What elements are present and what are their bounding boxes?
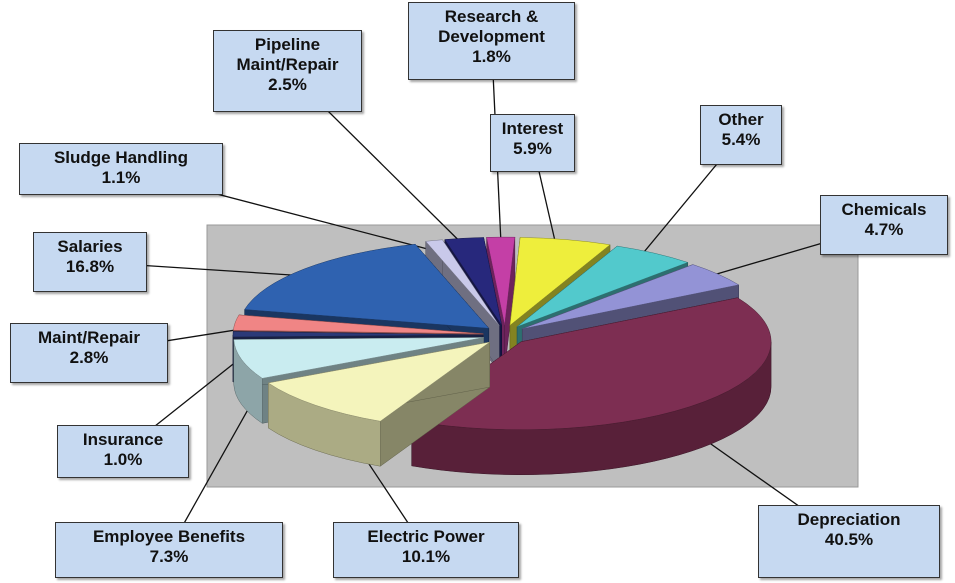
label-name: Other — [718, 110, 764, 129]
slice — [444, 237, 502, 326]
label-name: Salaries — [57, 237, 123, 256]
label-name: Chemicals — [841, 200, 927, 219]
label-name: Sludge Handling — [53, 148, 189, 167]
label-box: Employee Benefits 7.3% — [55, 522, 283, 578]
slice — [411, 297, 772, 430]
label-value: 5.4% — [721, 130, 761, 149]
label-name: Interest — [501, 119, 564, 138]
label-value: 5.9% — [513, 139, 552, 158]
slice — [509, 237, 611, 326]
slice — [267, 341, 490, 422]
label-box: Insurance 1.0% — [57, 425, 189, 478]
slice — [233, 337, 484, 379]
label-value: 40.5% — [824, 530, 874, 549]
slice — [522, 264, 740, 330]
slice — [486, 236, 516, 326]
label-value: 16.8% — [65, 257, 115, 276]
label-value: 4.7% — [864, 220, 904, 239]
label-name: Research & Development — [438, 7, 545, 46]
label-name: Depreciation — [797, 510, 901, 529]
label-box: Interest 5.9% — [490, 114, 575, 172]
label-value: 7.3% — [149, 547, 189, 566]
label-box: Maint/Repair 2.8% — [10, 323, 168, 383]
label-value: 2.5% — [268, 75, 307, 94]
label-name: Employee Benefits — [92, 527, 246, 546]
label-box: Other 5.4% — [700, 105, 782, 165]
slice — [425, 239, 500, 326]
label-box: Depreciation 40.5% — [758, 505, 940, 578]
slice — [516, 245, 689, 327]
label-value: 10.1% — [401, 547, 451, 566]
slice — [232, 331, 484, 338]
label-value: 1.0% — [103, 450, 143, 469]
label-value: 1.1% — [101, 168, 141, 187]
label-box: Salaries 16.8% — [33, 232, 147, 292]
label-box: Chemicals 4.7% — [820, 195, 948, 255]
label-box: Electric Power 10.1% — [333, 522, 519, 578]
slice — [233, 314, 484, 334]
label-box: Pipeline Maint/Repair 2.5% — [213, 30, 362, 112]
label-name: Pipeline Maint/Repair — [236, 35, 339, 74]
slice — [244, 243, 490, 329]
label-name: Electric Power — [367, 527, 485, 546]
label-name: Insurance — [82, 430, 164, 449]
label-name: Maint/Repair — [37, 328, 141, 347]
label-value: 1.8% — [472, 47, 511, 66]
label-box: Sludge Handling 1.1% — [19, 143, 223, 195]
label-value: 2.8% — [69, 348, 109, 367]
label-box: Research & Development 1.8% — [408, 2, 575, 80]
